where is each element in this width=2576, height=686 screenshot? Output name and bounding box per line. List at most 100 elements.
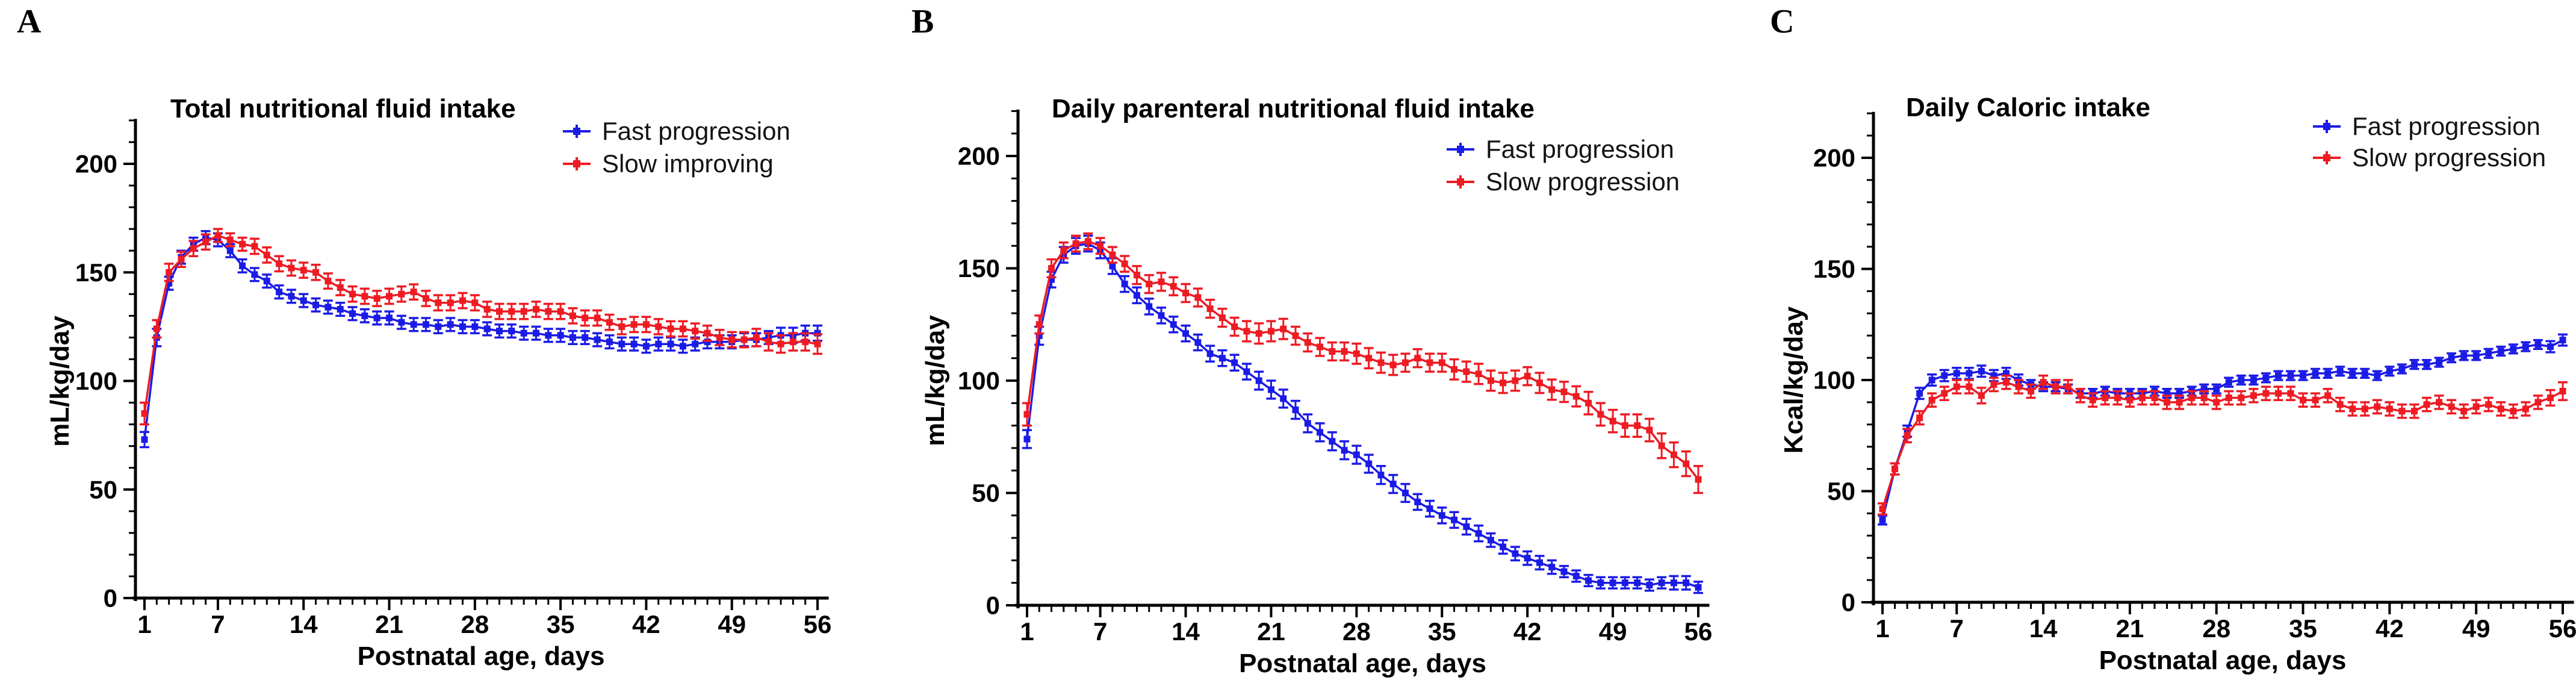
panel-a-title: Total nutritional fluid intake: [170, 94, 516, 123]
data-point: [2386, 405, 2393, 413]
x-tick-label: 35: [547, 610, 575, 638]
data-point: [2398, 366, 2406, 373]
data-point: [1487, 537, 1494, 544]
data-point: [2077, 392, 2084, 399]
data-point: [1243, 328, 1250, 335]
data-point: [2002, 379, 2010, 386]
data-point: [1646, 426, 1653, 434]
data-point: [642, 343, 650, 350]
data-point: [2324, 392, 2332, 399]
x-tick-label: 49: [2462, 614, 2491, 643]
data-point: [1170, 282, 1177, 290]
data-point: [2200, 394, 2208, 402]
data-point: [447, 299, 454, 307]
data-point: [716, 334, 723, 341]
data-point: [1585, 399, 1592, 407]
data-point: [1170, 321, 1177, 328]
y-tick-label: 200: [75, 150, 117, 178]
x-tick-label: 49: [718, 610, 746, 638]
x-tick-label: 49: [1599, 617, 1627, 646]
data-point: [1978, 367, 1985, 375]
data-point: [532, 306, 539, 313]
data-point: [1463, 523, 1470, 530]
data-point: [1646, 581, 1653, 588]
panel-c-legend-item-fast: Fast progression: [2311, 111, 2540, 142]
data-point: [2200, 385, 2208, 393]
data-point: [483, 325, 491, 332]
data-point: [1365, 355, 1373, 362]
data-point: [2436, 399, 2443, 406]
data-point: [1206, 350, 1214, 357]
data-point: [398, 290, 405, 298]
data-point: [1463, 368, 1470, 375]
data-point: [1304, 339, 1311, 346]
data-point: [349, 290, 356, 298]
data-point: [1916, 390, 1923, 397]
data-point: [226, 247, 234, 254]
data-point: [582, 334, 589, 341]
data-point: [2497, 348, 2504, 355]
data-point: [594, 314, 601, 322]
data-point: [2114, 394, 2121, 402]
data-point: [2188, 394, 2196, 402]
data-point: [324, 304, 332, 311]
data-point: [2126, 396, 2134, 404]
data-point: [459, 323, 467, 330]
x-tick-label: 14: [1172, 617, 1200, 646]
data-point: [276, 288, 283, 296]
y-tick-label: 200: [1813, 144, 1855, 172]
data-point: [1218, 355, 1226, 362]
data-point: [1438, 512, 1445, 519]
data-point: [349, 310, 356, 317]
data-point: [1475, 370, 1482, 378]
data-point: [1670, 579, 1677, 587]
data-point: [618, 323, 625, 330]
data-point: [1953, 383, 1960, 390]
y-tick-label: 150: [958, 254, 1000, 282]
data-point: [2547, 343, 2554, 351]
x-tick-label: 28: [1342, 617, 1371, 646]
data-point: [2238, 376, 2245, 384]
data-point: [1060, 247, 1067, 254]
data-point: [337, 284, 344, 291]
data-point: [2238, 394, 2245, 402]
data-point: [276, 260, 283, 267]
data-point: [153, 325, 160, 332]
y-tick-label: 100: [1813, 366, 1855, 394]
data-point: [1365, 460, 1373, 467]
data-point: [1634, 422, 1641, 429]
data-point: [495, 328, 503, 335]
data-point: [606, 338, 613, 346]
data-point: [2213, 399, 2220, 406]
data-point: [582, 314, 589, 322]
data-point: [1536, 559, 1543, 566]
data-point: [1695, 476, 1702, 483]
data-point: [1879, 505, 1886, 513]
data-point: [2250, 376, 2257, 384]
data-point: [2262, 390, 2270, 397]
data-point: [361, 293, 368, 300]
data-point: [1317, 429, 1324, 436]
fast-progression-marker-icon: [1447, 143, 1474, 156]
axes: [1870, 111, 2574, 605]
fast-progression-marker-icon: [563, 125, 591, 138]
x-tick-label: 42: [2376, 614, 2404, 643]
data-point: [1487, 377, 1494, 384]
x-tick-label: 28: [2202, 614, 2230, 643]
data-point: [251, 271, 258, 278]
data-point: [1621, 422, 1628, 429]
panel-c-label: C: [1770, 3, 1795, 40]
data-point: [2472, 403, 2480, 410]
data-point: [1572, 573, 1580, 580]
data-point: [1280, 395, 1287, 402]
data-point: [2423, 361, 2430, 368]
data-point: [459, 297, 467, 304]
data-point: [1267, 328, 1274, 335]
data-point: [1182, 330, 1190, 337]
data-point: [1451, 516, 1458, 523]
axes: [132, 119, 829, 601]
data-point: [1536, 379, 1543, 387]
data-point: [1231, 323, 1238, 330]
data-point: [1206, 305, 1214, 313]
data-point: [1916, 414, 1923, 422]
